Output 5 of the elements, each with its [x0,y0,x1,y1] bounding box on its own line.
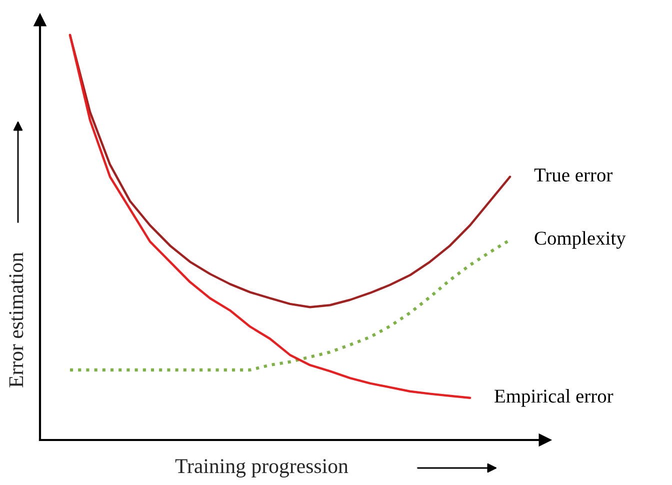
x-axis-title: Training progression [175,459,348,478]
series-label: Complexity [534,231,626,249]
series-label: Empirical error [494,389,614,407]
series-label: True error [534,168,612,182]
y-axis-title: Error estimation [9,252,24,388]
